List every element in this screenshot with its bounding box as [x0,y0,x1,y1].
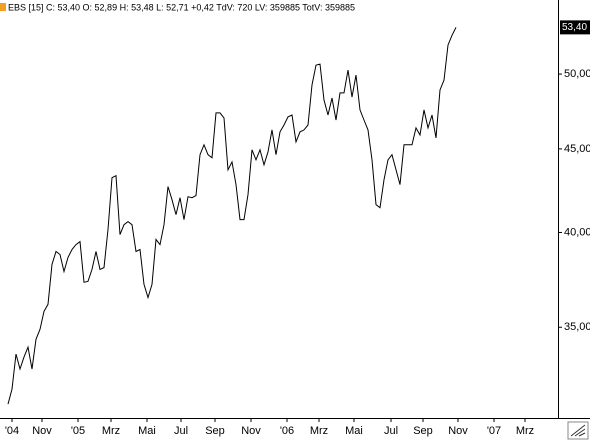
x-tick-label: Sep [413,425,433,437]
x-tick-label: Mrz [310,425,328,437]
y-tick-label: 40,00 [564,226,590,238]
x-tick-label: '05 [71,425,85,437]
current-value-box [560,20,590,35]
x-tick-label: Nov [448,425,468,437]
x-tick-label: Jul [384,425,398,437]
x-tick-label: Mrz [102,425,120,437]
price-line [7,27,457,405]
x-tick-label: '04 [5,425,19,437]
corner-mark [570,424,586,437]
x-tick-label: Mrz [516,425,534,437]
chart-title: EBS [15] C: 53,40 O: 52,89 H: 53,48 L: 5… [8,2,355,12]
x-tick-label: '07 [487,425,501,437]
x-tick-label: '06 [280,425,294,437]
x-tick-label: Nov [241,425,261,437]
x-tick-label: Mai [345,425,363,437]
x-tick-label: Sep [205,425,225,437]
series-icon [0,3,6,11]
x-tick-label: Jul [174,425,188,437]
current-value-label: 53,40 [562,22,587,33]
x-tick-label: Mai [138,425,156,437]
y-tick-label: 45,00 [564,143,590,155]
x-tick-label: Nov [32,425,52,437]
y-tick-label: 50,00 [564,68,590,80]
y-tick-label: 35,00 [564,321,590,333]
corner-icon [567,421,589,440]
